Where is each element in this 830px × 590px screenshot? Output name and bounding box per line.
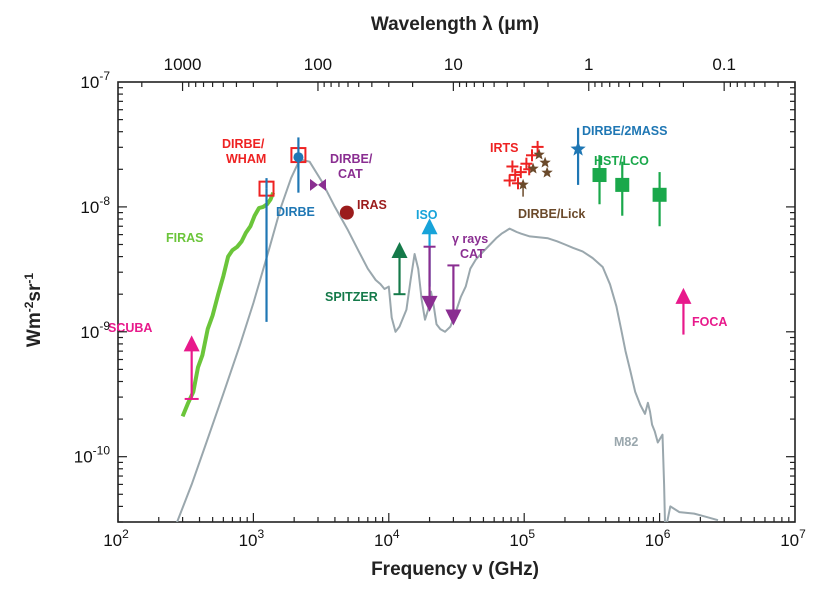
point-dirbe-lick-marker [539, 156, 551, 168]
points-layer [183, 127, 692, 400]
annotation-layer: SCUBA FIRAS DIRBE/WHAM DIRBE DIRBE/CAT IRAS SP… [108, 124, 727, 449]
label-spitzer: SPITZER [325, 290, 378, 304]
label-gamma-rays-cat: γ rays [452, 232, 488, 246]
label-dirbe-cat-line2: CAT [338, 167, 363, 181]
point-iso-marker [421, 218, 438, 235]
label-dirbe-wham-line2: WHAM [226, 152, 266, 166]
label-iras: IRAS [357, 198, 387, 212]
y-tick-label: 10-9 [80, 319, 110, 342]
point-spitzer-marker [391, 241, 408, 258]
top-tick-label: 100 [304, 55, 332, 74]
label-dirbe-lick: DIRBE/Lick [518, 207, 585, 221]
point-hst-lco-1 [592, 155, 607, 205]
point-dirbe-lick [517, 148, 553, 197]
point-foca-marker [675, 287, 692, 304]
top-tick-label: 1 [584, 55, 593, 74]
x-tick-label: 106 [645, 527, 671, 550]
y-tick-label: 10-10 [74, 444, 111, 467]
x-tick-label: 105 [509, 527, 535, 550]
x-tick-label: 102 [103, 527, 129, 550]
x-tick-label: 103 [239, 527, 265, 550]
point-scuba [183, 335, 200, 400]
point-hst-lco-2 [615, 161, 630, 216]
point-hst-lco-3-marker [652, 187, 667, 202]
point-scuba-marker [183, 335, 200, 352]
point-iras-marker [339, 205, 354, 220]
point-gamma-rays-cat-marker [445, 309, 462, 326]
label-irts: IRTS [490, 141, 518, 155]
point-spitzer [391, 241, 408, 296]
axis-layer: 102 103 104 105 106 107 1000 100 10 1 0.1 10-10 10-9… [74, 55, 806, 550]
label-dirbe-1: DIRBE [276, 205, 315, 219]
point-dirbe-2-marker [293, 152, 304, 163]
y-tick-label: 10-8 [80, 194, 110, 217]
label-foca: FOCA [692, 315, 727, 329]
point-hst-lco-3 [652, 172, 667, 227]
plot-border [117, 81, 796, 523]
top-tick-label: 1000 [164, 55, 202, 74]
series-m82-line [176, 158, 719, 522]
point-hst-lco-2-marker [615, 177, 630, 192]
point-dirbe-cat-marker [310, 178, 327, 191]
series-layer [176, 158, 719, 522]
point-hst-lco-1-marker [592, 168, 607, 183]
x-tick-label: 104 [374, 527, 400, 550]
series-firas-line [180, 191, 276, 418]
x-tick-label: 107 [780, 527, 806, 550]
point-dirbe-lick-marker [541, 166, 553, 178]
point-gamma-rays-cat [445, 264, 462, 326]
point-iso-lower [421, 245, 438, 312]
label-dirbe-cat: DIRBE/ [330, 152, 373, 166]
point-dirbe-lick-marker [527, 162, 539, 174]
top-tick-label: 0.1 [712, 55, 736, 74]
y-axis-title: Wm-2sr-1 [22, 273, 45, 347]
label-dirbe-2mass: DIRBE/2MASS [582, 124, 667, 138]
label-scuba: SCUBA [108, 321, 152, 335]
point-dirbe-2mass [570, 127, 586, 185]
point-dirbe-lick-marker [533, 148, 545, 160]
label-firas: FIRAS [166, 231, 204, 245]
point-foca [675, 287, 692, 335]
label-m82: M82 [614, 435, 638, 449]
point-dirbe-2 [293, 137, 304, 193]
point-dirbe-lick-marker [517, 178, 529, 190]
y-tick-label: 10-7 [80, 69, 110, 92]
label-iso: ISO [416, 208, 438, 222]
top-tick-label: 10 [444, 55, 463, 74]
label-dirbe-wham: DIRBE/ [222, 137, 265, 151]
top-axis-title: Wavelength λ (μm) [371, 14, 539, 35]
point-dirbe-2mass-marker [570, 141, 586, 156]
point-iras [339, 205, 354, 220]
label-hst-lco-1: HST/LCO [594, 154, 649, 168]
label-gamma-rays-cat-line2: CAT [460, 247, 485, 261]
point-iso-lower-marker [421, 295, 438, 312]
point-irts [503, 140, 544, 190]
plot-frame [117, 81, 796, 523]
x-axis-title: Frequency ν (GHz) [371, 559, 539, 580]
point-dirbe-cat [310, 178, 327, 191]
